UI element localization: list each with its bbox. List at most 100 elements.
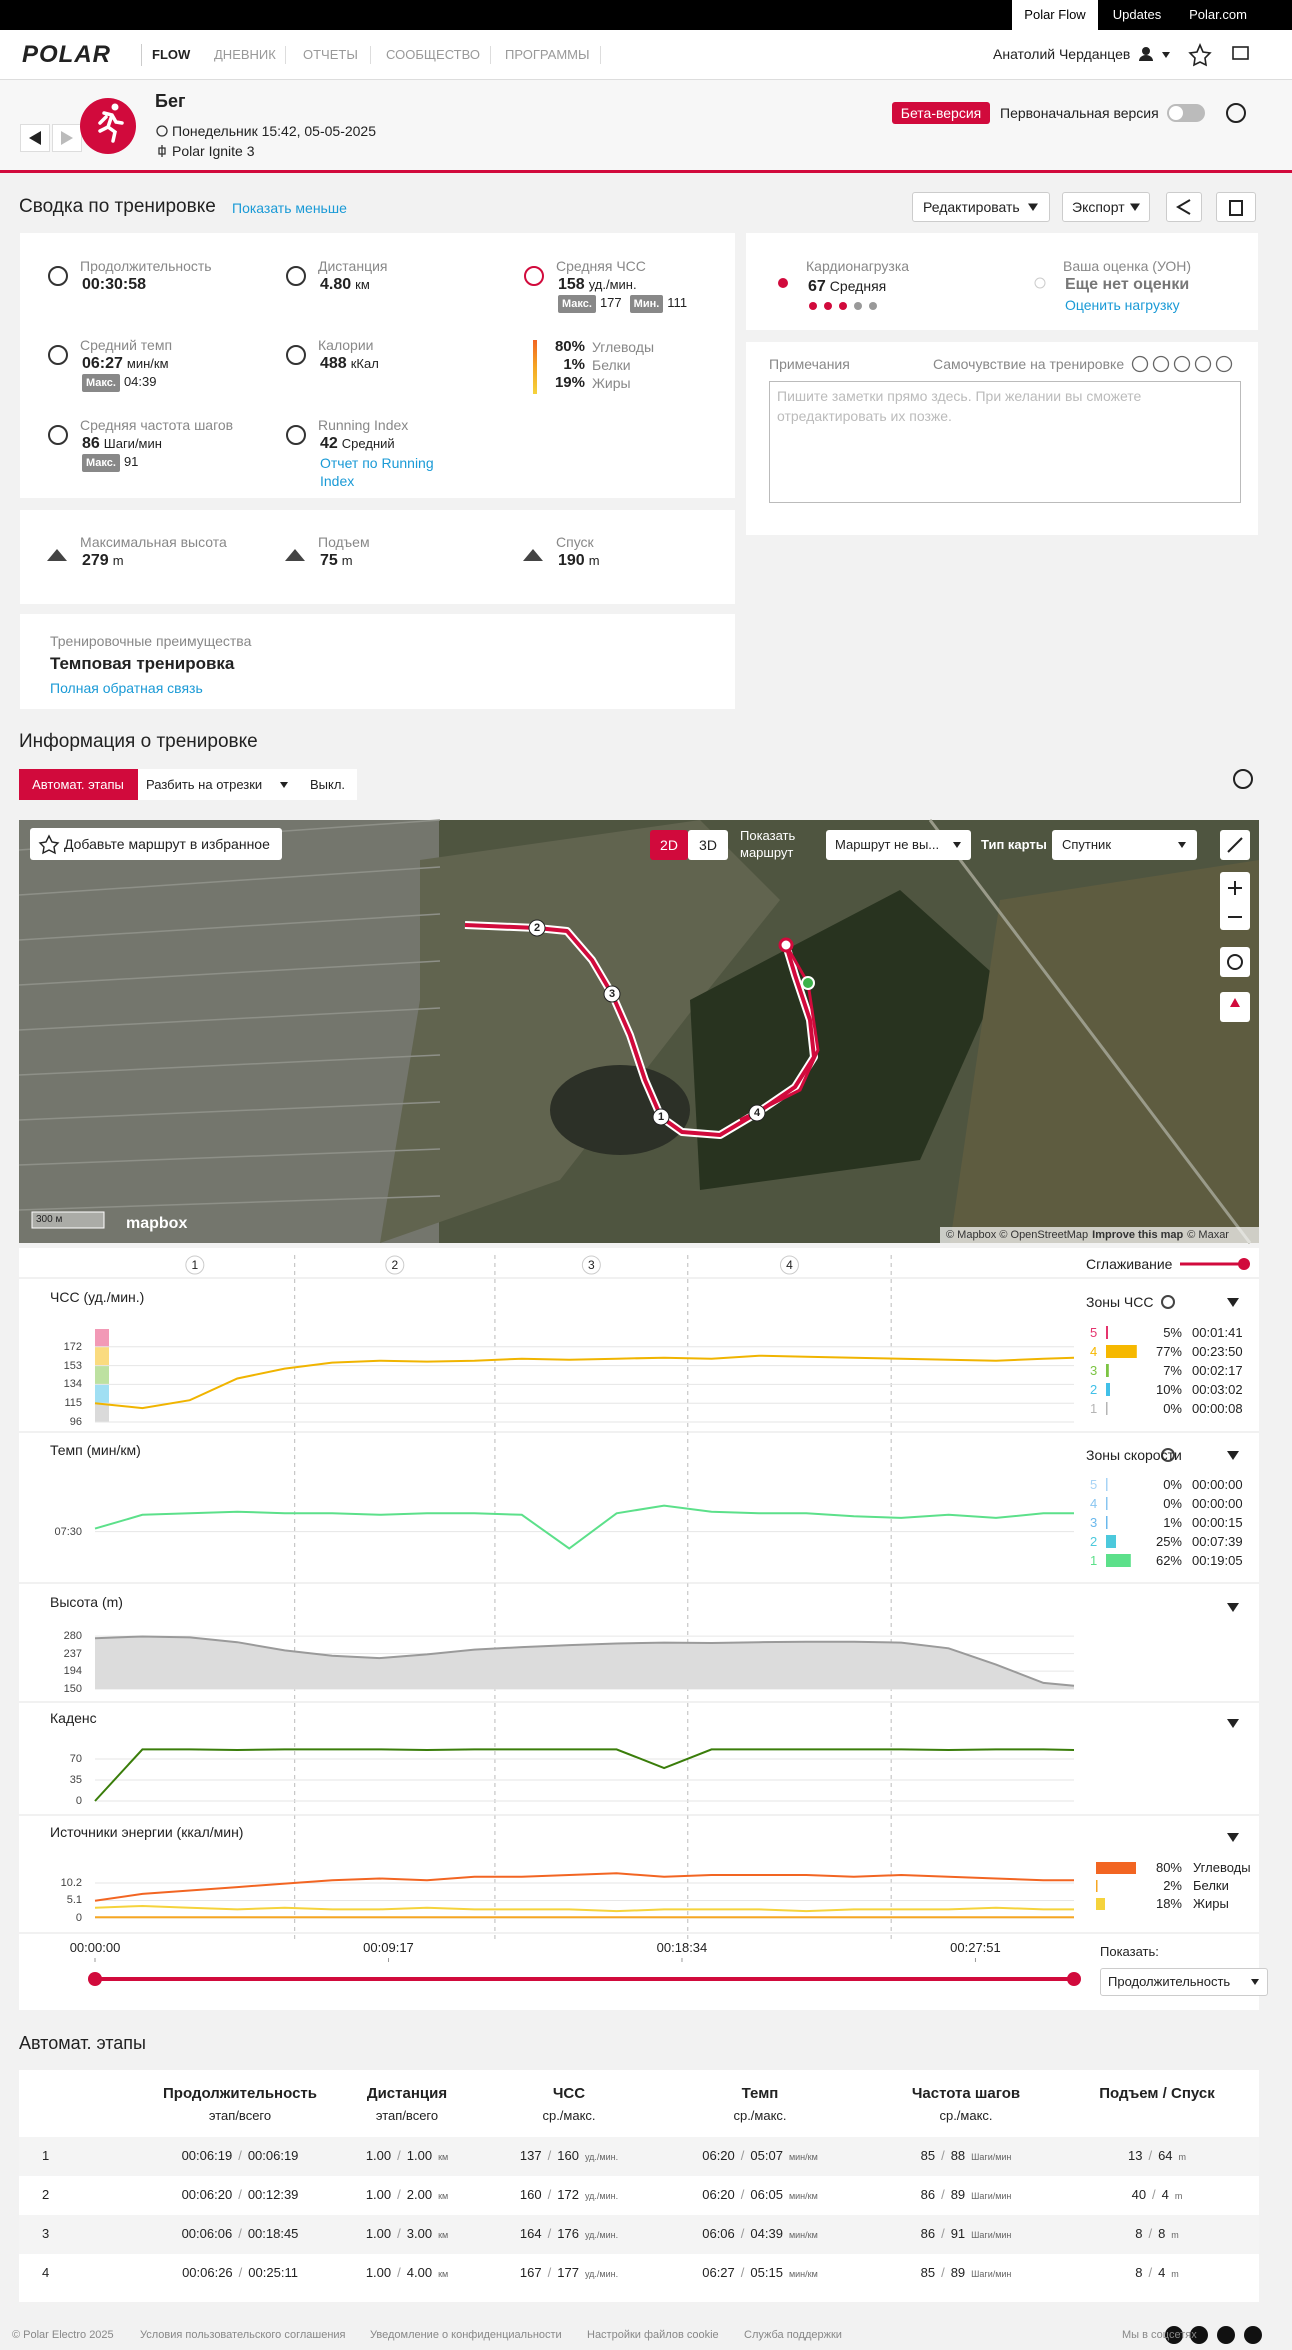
table-cell: 85 / 89 Шаги/мин [921,2264,1012,2283]
display-value[interactable]: Продолжительность [1108,1974,1231,1989]
y-tick-label: 150 [63,1683,82,1695]
table-cell: 06:27 / 05:15 мин/км [702,2264,818,2283]
benefit-link[interactable]: Полная обратная связь [50,680,203,696]
feeling-icon[interactable] [1131,355,1149,373]
table-cell: 85 / 88 Шаги/мин [921,2147,1012,2166]
zone-bar [1106,1478,1108,1491]
footer-link[interactable]: Условия пользовательского соглашения [140,2329,346,2341]
feeling-icon[interactable] [1215,355,1233,373]
star-icon[interactable] [1188,42,1212,67]
map-button[interactable] [30,828,282,860]
footer-link[interactable]: Настройки файлов cookie [587,2329,719,2341]
tab[interactable]: Разбить на отрезки [146,777,263,792]
product-name[interactable]: FLOW [152,47,191,62]
lap-marker-label: 4 [753,1107,761,1119]
dropdown-arrow [953,842,961,848]
dropdown-arrow [1028,203,1038,211]
next-button[interactable] [52,124,82,152]
tab[interactable]: Выкл. [310,777,346,792]
map-route-select[interactable]: Маршрут не вы... [835,837,940,852]
icon [48,345,68,365]
map-mode[interactable]: 2D [660,837,678,853]
nav-item[interactable]: СООБЩЕСТВО [386,47,480,62]
cell-unit: мин/км [788,2269,818,2279]
feeling-icon[interactable] [1194,355,1212,373]
expand-icon [1227,837,1243,853]
map-street [18,1101,441,1121]
map-button[interactable] [1052,830,1197,860]
social-icon[interactable] [1190,2326,1208,2344]
toolbar-button[interactable] [1166,192,1202,222]
toolbar-button[interactable] [912,192,1050,222]
map-mode[interactable]: 3D [699,837,717,853]
smoothing-knob[interactable] [1238,1258,1250,1270]
zone-bar [1106,1345,1137,1358]
range-knob[interactable] [1067,1972,1081,1986]
display-select[interactable] [1100,1968,1268,1996]
nav-item[interactable]: ПРОГРАММЫ [505,47,590,62]
icon [286,345,306,365]
map-button[interactable] [826,830,971,860]
elevation-card [20,510,735,604]
map-button[interactable] [650,830,688,860]
load-card [746,233,1258,330]
lap-number: 1 [42,2148,50,2163]
cell-unit: км [438,2230,449,2240]
energy-pct: 19% [554,374,585,391]
map-button[interactable] [1220,947,1250,977]
cardio-level-dot [869,302,877,310]
logo[interactable]: POLAR [22,41,111,68]
toggle-link[interactable]: Показать меньше [232,200,347,216]
toolbar-button[interactable] [1216,192,1256,222]
icon [1161,1448,1175,1462]
top-link[interactable]: Polar Flow [1024,7,1086,22]
tab[interactable]: Автомат. этапы [32,777,124,792]
elevation-icon [47,549,67,561]
rpe-link[interactable]: Оценить нагрузку [1065,297,1180,313]
social-icon[interactable] [1244,2326,1262,2344]
map-button[interactable] [688,830,728,860]
range-knob[interactable] [88,1972,102,1986]
metric-label: Продолжительность [80,258,212,274]
notes-input[interactable] [769,381,1241,503]
nav-separator [285,46,286,64]
map-scale [31,1211,105,1229]
metric-unit: Средний [341,436,395,451]
cell-value: 04:39 [750,2226,783,2241]
laps-table [19,2070,1259,2302]
zone-share: 5% [1163,1325,1182,1340]
tab-active[interactable] [19,769,138,800]
feeling-icon[interactable] [1173,355,1191,373]
footer-link[interactable]: Уведомление о конфиденциальности [370,2329,562,2341]
social-icon[interactable] [1217,2326,1235,2344]
map-road [928,819,1252,1244]
map-scale-label: 300 м [36,1214,63,1225]
map-button[interactable] [1220,872,1250,930]
metric-link[interactable]: Отчет по Running Index [320,455,434,489]
map-type[interactable]: Спутник [1062,837,1112,852]
feeling-icon[interactable] [1152,355,1170,373]
area [95,1636,1074,1689]
social-icon[interactable] [1165,2326,1183,2344]
cell-value: 86 [920,2187,936,2202]
column-title: Дистанция [366,2085,448,2102]
map-favorite[interactable]: Добавьте маршрут в избранное [64,836,270,852]
column-title: Подъем / Спуск [1099,2085,1215,2102]
zone-time: 00:00:15 [1192,1515,1243,1530]
screen-icon[interactable] [1232,46,1249,60]
tab-group[interactable] [138,769,357,800]
zone-number: 4 [1090,1344,1098,1359]
top-link[interactable]: Polar.com [1189,7,1247,22]
runner [98,111,124,143]
nav-separator [490,46,491,64]
dropdown-arrow [1130,203,1140,211]
top-link[interactable]: Updates [1112,7,1162,22]
footer-link[interactable]: Служба поддержки [744,2329,842,2341]
nav-item[interactable]: ДНЕВНИК [214,47,276,62]
route-end [778,937,794,953]
nav-item[interactable]: ОТЧЕТЫ [303,47,358,62]
user-name[interactable]: Анатолий Черданцев [993,46,1131,62]
dropdown-arrow [1227,1451,1239,1460]
metric-value: 4.80 [320,276,352,293]
map-show-route[interactable]: Показать маршрут [740,828,796,860]
